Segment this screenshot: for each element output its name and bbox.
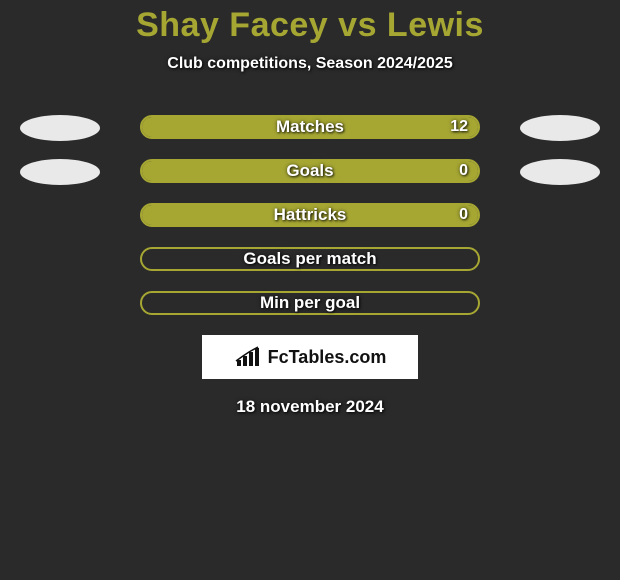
bar	[140, 159, 480, 183]
comparison-row: Goals per match	[0, 247, 620, 271]
comparison-row: Goals0	[0, 159, 620, 183]
comparison-row: Matches12	[0, 115, 620, 139]
logo-box: FcTables.com	[202, 335, 418, 379]
infographic: Shay Facey vs Lewis Club competitions, S…	[0, 0, 620, 580]
comparison-row: Hattricks0	[0, 203, 620, 227]
right-ellipse	[520, 115, 600, 141]
comparison-row: Min per goal	[0, 291, 620, 315]
bar	[140, 115, 480, 139]
page-title: Shay Facey vs Lewis	[0, 6, 620, 45]
date-text: 18 november 2024	[0, 397, 620, 417]
logo-text: FcTables.com	[268, 347, 387, 368]
bar	[140, 291, 480, 315]
subtitle: Club competitions, Season 2024/2025	[0, 55, 620, 73]
left-ellipse	[20, 159, 100, 185]
bar-fill	[142, 117, 478, 137]
right-ellipse	[520, 159, 600, 185]
bar-chart-icon	[234, 346, 262, 368]
bar-fill	[142, 205, 478, 225]
bar	[140, 203, 480, 227]
bar	[140, 247, 480, 271]
bar-fill	[142, 161, 478, 181]
comparison-rows: Matches12 Goals0 Hattricks0 Goals per match…	[0, 115, 620, 315]
left-ellipse	[20, 115, 100, 141]
